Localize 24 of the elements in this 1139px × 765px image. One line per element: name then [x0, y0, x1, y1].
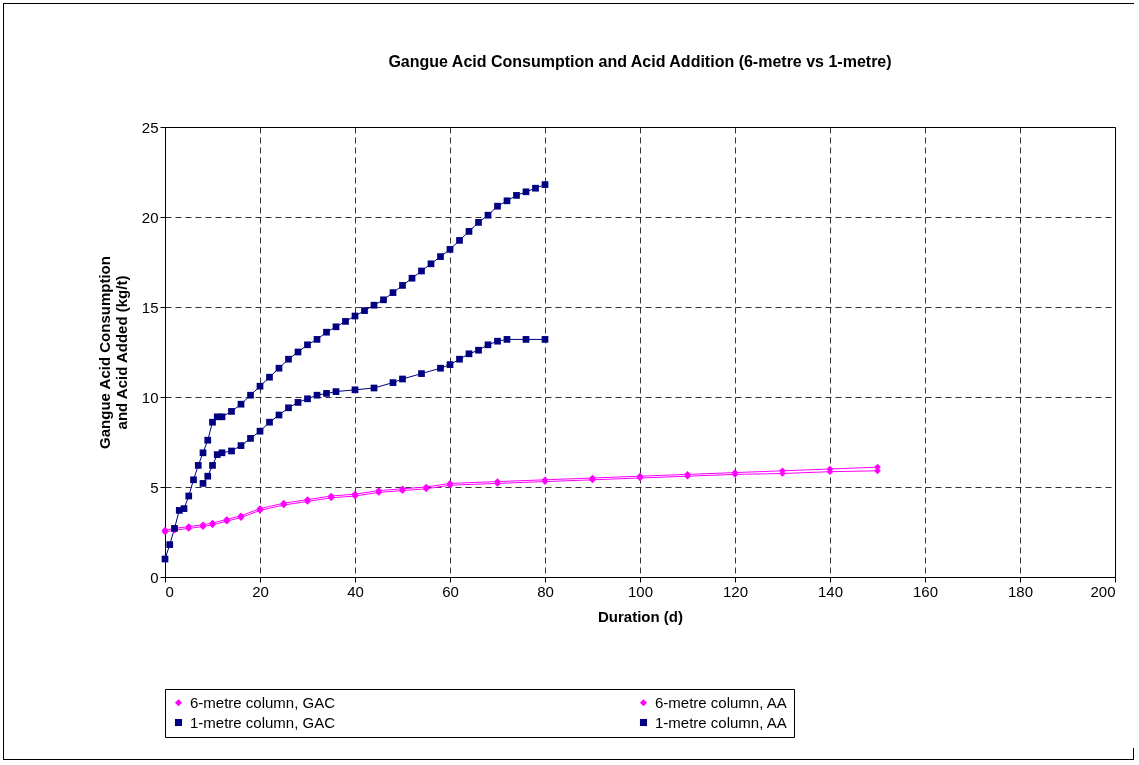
x-tick-label: 100 — [627, 582, 654, 600]
legend-label: 6-metre column, GAC — [190, 693, 336, 711]
y-tick-label: 20 — [141, 208, 159, 226]
x-tick-label: 120 — [722, 582, 749, 600]
x-tick-label: 80 — [537, 582, 554, 600]
y-tick-label: 10 — [141, 388, 159, 406]
y-tick-label: 5 — [150, 478, 159, 496]
y-tick-label: 15 — [141, 298, 159, 316]
x-tick-label: 140 — [817, 582, 844, 600]
x-tick-label: 160 — [912, 582, 939, 600]
legend-label: 1-metre column, GAC — [190, 713, 336, 731]
x-tick-label: 40 — [347, 582, 364, 600]
x-tick-label: 0 — [165, 582, 174, 600]
chart-title: Gangue Acid Consumption and Acid Addition (6-metre vs 1-metre) — [388, 53, 892, 70]
x-tick-label: 200 — [1090, 582, 1116, 600]
legend-label: 6-metre column, AA — [655, 693, 787, 711]
x-tick-label: 20 — [252, 582, 269, 600]
y-tick-label: 25 — [141, 118, 159, 136]
y-axis-title: Gangue Acid Consumption and Acid Added (kg/t) — [95, 256, 130, 449]
x-tick-label: 60 — [442, 582, 459, 600]
y-tick-label: 0 — [150, 568, 159, 586]
x-tick-label: 180 — [1007, 582, 1034, 600]
legend-label: 1-metre column, AA — [655, 713, 787, 731]
x-axis-title: Duration (d) — [598, 607, 683, 625]
